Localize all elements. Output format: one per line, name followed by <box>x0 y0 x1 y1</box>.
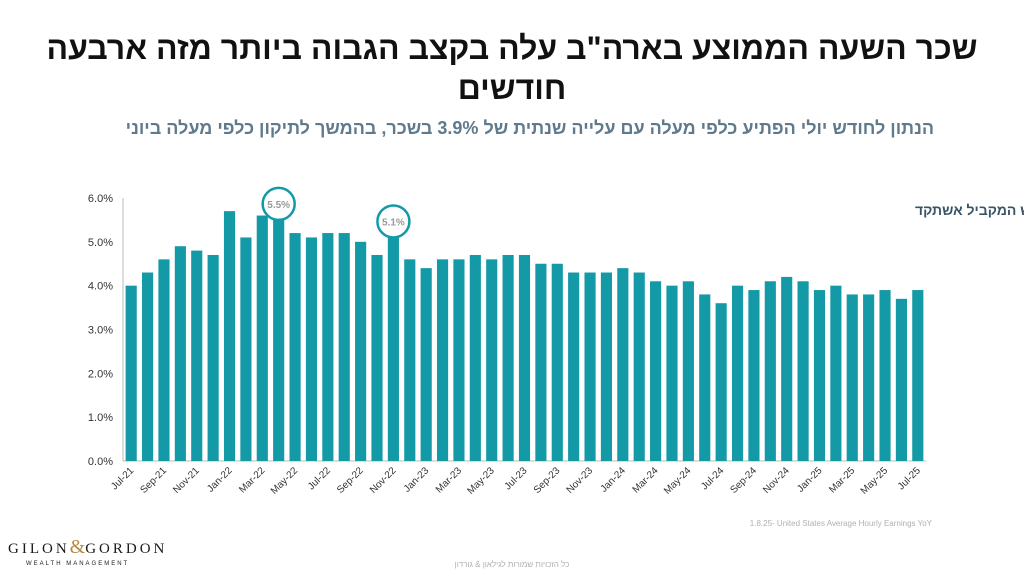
bar-Nov-22 <box>387 237 399 461</box>
x-tick-label: May-25 <box>859 465 891 497</box>
bar-Jul-24 <box>715 303 727 461</box>
bar-Feb-22 <box>240 237 252 461</box>
x-tick-label: Jan-23 <box>402 465 432 495</box>
bar-Jul-22 <box>322 233 334 461</box>
x-tick-label: Nov-21 <box>171 465 202 496</box>
bar-Aug-21 <box>142 272 154 461</box>
bar-Feb-25 <box>830 285 842 461</box>
bar-Nov-21 <box>191 250 203 461</box>
bar-May-25 <box>879 290 891 461</box>
bar-Jul-21 <box>125 285 137 461</box>
bar-Feb-23 <box>436 259 449 461</box>
bar-Mar-24 <box>650 281 662 461</box>
x-tick-label: Sep-22 <box>335 465 366 496</box>
bar-Apr-22 <box>273 219 285 461</box>
bar-Oct-22 <box>371 254 383 461</box>
x-tick-label: Mar-23 <box>434 465 464 495</box>
bar-Oct-23 <box>568 272 580 461</box>
x-tick-label: May-22 <box>269 465 301 497</box>
bar-Mar-23 <box>453 259 465 461</box>
bar-Mar-22 <box>256 215 268 461</box>
x-tick-label: Mar-22 <box>237 465 267 495</box>
bar-Aug-23 <box>535 263 547 461</box>
x-tick-label: Mar-24 <box>631 465 661 495</box>
bar-Jan-23 <box>420 268 432 461</box>
bar-Nov-24 <box>781 276 793 461</box>
company-logo: GILON&GORDON WEALTH MANAGEMENT <box>8 536 167 567</box>
bar-Sep-21 <box>158 259 170 461</box>
y-tick-label: 4.0% <box>88 281 113 293</box>
bar-Apr-24 <box>666 285 678 461</box>
x-tick-label: Nov-24 <box>761 465 792 496</box>
bar-Jun-22 <box>305 237 318 461</box>
x-tick-label: Jan-22 <box>205 465 235 495</box>
logo-text-right: GORDON <box>85 541 168 557</box>
logo-text-left: GILON <box>8 541 70 557</box>
y-tick-label: 6.0% <box>88 193 113 205</box>
bar-Jun-24 <box>699 294 711 461</box>
bar-Aug-22 <box>338 233 350 461</box>
bar-May-24 <box>682 281 694 461</box>
logo-subtitle: WEALTH MANAGEMENT <box>26 561 130 567</box>
y-tick-label: 5.0% <box>88 237 113 249</box>
bar-Dec-23 <box>600 272 613 461</box>
x-tick-label: Sep-21 <box>139 465 170 496</box>
chart-title: השינוי בשכר השעתי - ביחס לחודש המקביל אש… <box>915 202 1024 218</box>
x-tick-label: Jul-25 <box>896 465 923 492</box>
bar-Dec-24 <box>797 281 809 461</box>
x-tick-label: Jul-23 <box>503 465 530 492</box>
bar-Jan-25 <box>813 290 826 461</box>
bar-Oct-21 <box>174 246 186 461</box>
y-tick-label: 2.0% <box>88 368 113 380</box>
x-tick-label: Mar-25 <box>827 465 857 495</box>
bar-Dec-22 <box>404 259 416 461</box>
logo-ampersand: & <box>69 536 86 558</box>
bar-Apr-23 <box>469 254 481 461</box>
x-tick-label: Jul-24 <box>699 465 726 492</box>
bar-Feb-24 <box>633 272 645 461</box>
x-tick-label: Nov-23 <box>565 465 596 496</box>
y-tick-label: 1.0% <box>88 412 113 424</box>
annotation-label: 5.1% <box>382 217 405 228</box>
annotation-label: 5.5% <box>267 200 290 211</box>
bar-Jan-24 <box>617 268 629 461</box>
x-tick-label: Sep-23 <box>532 465 563 496</box>
x-tick-label: May-23 <box>465 465 497 497</box>
y-tick-label: 3.0% <box>88 325 113 337</box>
x-tick-label: Sep-24 <box>728 465 759 496</box>
bar-Sep-24 <box>748 290 760 461</box>
bar-Sep-23 <box>551 263 563 461</box>
page-title: שכר השעה הממוצע בארה"ב עלה בקצב הגבוה בי… <box>46 30 978 106</box>
x-tick-label: Jan-24 <box>599 465 629 495</box>
bar-Oct-24 <box>764 281 776 461</box>
bar-Nov-23 <box>584 272 596 461</box>
bar-Aug-24 <box>731 285 744 461</box>
copyright-footer: כל הזכויות שמורות לגילאון & גורדון <box>454 560 570 569</box>
bar-Jun-23 <box>502 254 514 461</box>
x-tick-label: Jul-21 <box>109 465 136 492</box>
page-subtitle: הנתון לחודש יולי הפתיע כלפי מעלה עם עליי… <box>125 118 934 138</box>
annotation-circle <box>261 186 296 222</box>
bar-Jun-25 <box>895 298 907 461</box>
bar-Jul-25 <box>912 290 924 461</box>
bar-Sep-22 <box>355 241 367 461</box>
annotation-circle <box>376 204 411 239</box>
data-source: 1.8.25- United States Average Hourly Ear… <box>749 519 932 528</box>
bar-Jul-23 <box>518 254 531 461</box>
x-tick-label: Jan-25 <box>795 465 825 495</box>
x-tick-label: May-24 <box>662 465 694 497</box>
bar-Dec-21 <box>207 254 219 461</box>
bar-May-22 <box>289 233 301 461</box>
bar-May-23 <box>486 259 498 461</box>
bar-Apr-25 <box>863 294 875 461</box>
x-tick-label: Nov-22 <box>368 465 399 496</box>
bar-Mar-25 <box>846 294 858 461</box>
y-tick-label: 0.0% <box>88 456 113 468</box>
x-tick-label: Jul-22 <box>306 465 333 492</box>
bar-Jan-22 <box>223 211 236 461</box>
